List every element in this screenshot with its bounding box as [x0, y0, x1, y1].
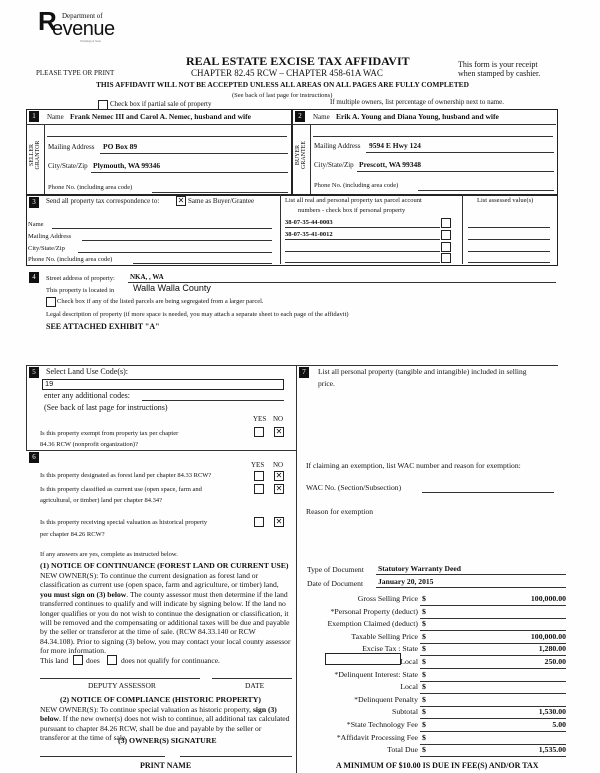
deputy-assessor-signature-line[interactable]: [40, 678, 200, 679]
same-as-buyer-checkbox[interactable]: ✕: [176, 196, 186, 206]
personal-property-checkbox[interactable]: [441, 230, 451, 240]
fee-value[interactable]: 1,530.00: [538, 707, 566, 717]
does-not-qualify-checkbox[interactable]: [107, 655, 117, 665]
fee-value[interactable]: 1,280.00: [538, 644, 566, 654]
assessed-value-input[interactable]: [468, 239, 550, 240]
correspondence-name-input[interactable]: [52, 228, 272, 229]
fee-label: Total Due: [387, 745, 418, 755]
please-type: PLEASE TYPE OR PRINT: [36, 69, 115, 77]
forest-yes-checkbox[interactable]: [254, 471, 264, 481]
forest-no-checkbox[interactable]: ✕: [274, 471, 284, 481]
additional-codes-input[interactable]: [142, 400, 284, 401]
fee-label: *Delinquent Interest: State: [334, 669, 418, 679]
fee-label: Excise Tax : State: [362, 644, 418, 654]
historic-yes-checkbox[interactable]: [254, 517, 264, 527]
fee-value[interactable]: 100,000.00: [530, 631, 566, 641]
dollar-sign: $: [422, 631, 426, 641]
dollar-sign: $: [422, 657, 426, 666]
date-line[interactable]: [212, 678, 292, 679]
tax-correspondence-section: [26, 194, 558, 266]
current-use-yes-checkbox[interactable]: [254, 484, 264, 494]
fee-label: Local: [400, 657, 418, 666]
logo-r-mark: R: [38, 6, 57, 36]
exempt-no-checkbox[interactable]: ✕: [274, 427, 284, 437]
wac-number-input[interactable]: [422, 492, 554, 493]
fee-value[interactable]: 5.00: [552, 720, 566, 729]
seller-name[interactable]: Frank Nemec III and Carol A. Nemec, husb…: [70, 112, 251, 121]
fee-label: Taxable Selling Price: [351, 631, 418, 641]
personal-property-checkbox[interactable]: [441, 242, 451, 252]
correspondence-mail-input[interactable]: [82, 240, 272, 241]
segregated-checkbox[interactable]: [46, 297, 56, 307]
fee-value[interactable]: 250.00: [544, 657, 566, 666]
chapter: CHAPTER 82.45 RCW – CHAPTER 458-61A WAC: [191, 68, 383, 78]
fee-label: Local: [400, 682, 418, 692]
fee-label: *Affidavit Processing Fee: [336, 732, 418, 742]
dollar-sign: $: [422, 619, 426, 629]
warning: THIS AFFIDAVIT WILL NOT BE ACCEPTED UNLE…: [96, 80, 469, 89]
notice-compliance-text: NEW OWNER(S): To continue special valuat…: [40, 705, 290, 743]
dollar-sign: $: [422, 682, 426, 692]
buyer-mail[interactable]: 9594 E Hwy 124: [369, 141, 421, 150]
receipt-note: when stamped by cashier.: [458, 69, 541, 78]
document-date[interactable]: January 20, 2015: [378, 577, 434, 586]
minimum-fee-notice: A MINIMUM OF $10.00 IS DUE IN FEE(S) AND…: [336, 761, 539, 770]
fee-label: Gross Selling Price: [357, 594, 418, 603]
dollar-sign: $: [422, 732, 426, 742]
land-use-code-value: 19: [45, 379, 54, 388]
see-back: (See back of last page for instructions): [232, 92, 333, 99]
fee-label: Exemption Claimed (deduct): [327, 619, 418, 629]
fee-label: *Delinquent Penalty: [354, 694, 418, 704]
seller-mail[interactable]: PO Box 89: [103, 142, 138, 151]
form-title: REAL ESTATE EXCISE TAX AFFIDAVIT: [186, 54, 410, 68]
document-type[interactable]: Statutory Warranty Deed: [378, 564, 461, 573]
print-name-label: PRINT NAME: [140, 761, 192, 770]
county[interactable]: Walla Walla County: [133, 283, 211, 293]
dollar-sign: $: [422, 720, 426, 729]
seller-phone-input[interactable]: [152, 192, 288, 193]
dollar-sign: $: [422, 606, 426, 616]
owner-signature-line[interactable]: [180, 756, 292, 757]
parcel-number[interactable]: 38-07-35-44-0003: [285, 219, 333, 226]
parcel-number[interactable]: 38-07-35-41-0012: [285, 231, 333, 238]
historic-no-checkbox[interactable]: ✕: [274, 517, 284, 527]
does-qualify-checkbox[interactable]: [73, 655, 83, 665]
notice-continuance-text: NEW OWNER(S): To continue the current de…: [40, 571, 291, 656]
buyer-phone-input[interactable]: [418, 190, 554, 191]
buyer-section: [292, 109, 558, 196]
land-use-code-input[interactable]: [42, 379, 284, 390]
fee-label: *State Technology Fee: [346, 720, 418, 729]
fee-value[interactable]: 100,000.00: [530, 594, 566, 603]
assessed-value-input[interactable]: [468, 262, 550, 263]
fee-label: *Personal Property (deduct): [330, 606, 418, 616]
seller-city[interactable]: Plymouth, WA 99346: [93, 161, 161, 170]
assessed-value-input[interactable]: [468, 251, 550, 252]
fee-value[interactable]: 1,535.00: [538, 745, 566, 755]
dollar-sign: $: [422, 745, 426, 755]
buyer-city[interactable]: Prescott, WA 99348: [359, 160, 422, 169]
exempt-yes-checkbox[interactable]: [254, 427, 264, 437]
fee-label: Subtotal: [392, 707, 418, 717]
correspondence-phone-input[interactable]: [133, 263, 272, 264]
dollar-sign: $: [422, 594, 426, 603]
dollar-sign: $: [422, 644, 426, 654]
personal-property-checkbox[interactable]: [441, 253, 451, 263]
receipt-note: This form is your receipt: [458, 60, 538, 69]
legal-description[interactable]: SEE ATTACHED EXHIBIT "A": [46, 322, 160, 331]
personal-property-checkbox[interactable]: [441, 218, 451, 228]
assessed-value-input[interactable]: [468, 227, 550, 228]
dollar-sign: $: [422, 669, 426, 679]
seller-section: [26, 109, 292, 196]
current-use-no-checkbox[interactable]: ✕: [274, 484, 284, 494]
street-address[interactable]: NKA, , WA: [130, 273, 164, 281]
owner-signature-line[interactable]: [40, 756, 165, 757]
local-rate-box[interactable]: [325, 653, 401, 665]
dollar-sign: $: [422, 707, 426, 717]
buyer-name[interactable]: Erik A. Young and Diana Young, husband a…: [336, 112, 499, 121]
correspondence-city-input[interactable]: [78, 252, 272, 253]
dollar-sign: $: [422, 694, 426, 704]
